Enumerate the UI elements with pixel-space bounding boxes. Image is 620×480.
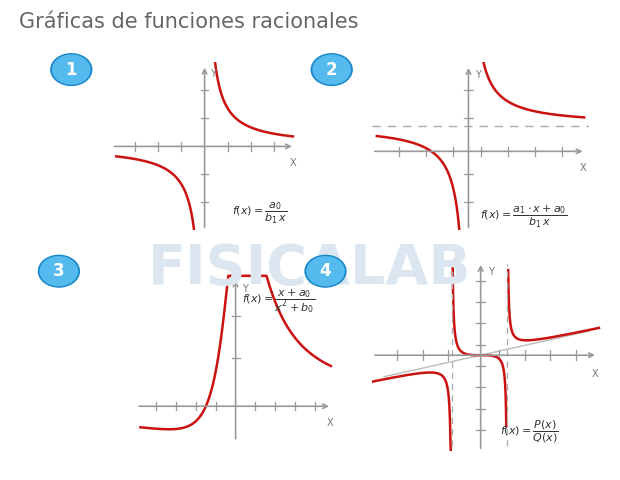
Text: 4: 4 [320,262,331,280]
Text: Y: Y [242,284,247,294]
Text: X: X [592,369,599,379]
Text: Y: Y [475,70,481,80]
Text: Y: Y [210,69,216,79]
Text: Y: Y [487,267,494,277]
Text: $f(x) = \dfrac{P(x)}{Q(x)}$: $f(x) = \dfrac{P(x)}{Q(x)}$ [500,419,559,445]
Text: X: X [327,418,333,428]
Text: FISICALAB: FISICALAB [148,242,472,296]
Text: $f(x) = \dfrac{a_0}{b_1\,x}$: $f(x) = \dfrac{a_0}{b_1\,x}$ [232,201,288,226]
Text: 1: 1 [66,60,77,79]
Text: $f(x) = \dfrac{x+a_0}{x^2+b_0}$: $f(x) = \dfrac{x+a_0}{x^2+b_0}$ [242,287,315,315]
Text: X: X [290,158,296,168]
Text: X: X [580,163,587,173]
Text: 3: 3 [53,262,64,280]
Text: $f(x) = \dfrac{a_1 \cdot x+a_0}{b_1\,x}$: $f(x) = \dfrac{a_1 \cdot x+a_0}{b_1\,x}$ [480,204,567,229]
Text: 2: 2 [326,60,337,79]
Text: Gráficas de funciones racionales: Gráficas de funciones racionales [19,12,358,32]
